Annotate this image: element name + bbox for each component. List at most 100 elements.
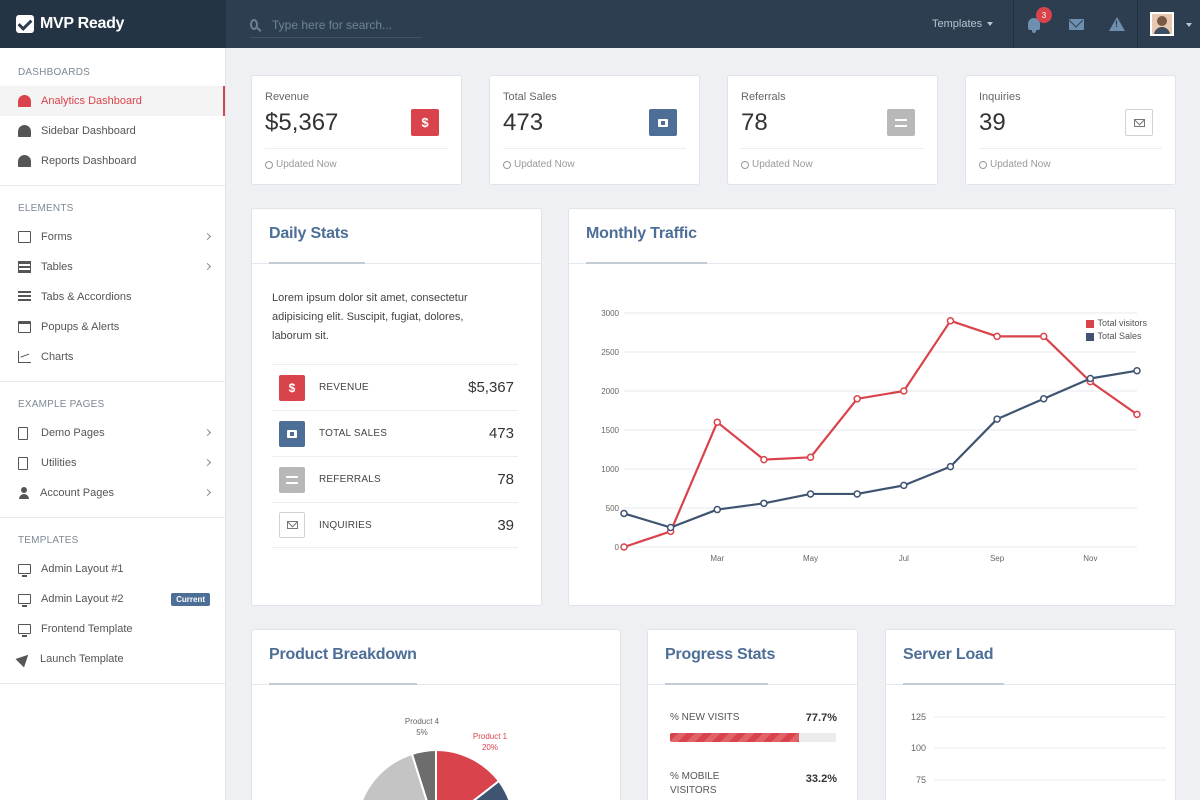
data-point	[993, 415, 1001, 423]
sidebar-item-label: Account Pages	[40, 487, 114, 499]
user-avatar[interactable]	[1150, 12, 1174, 36]
section-divider	[0, 185, 225, 186]
sidebar-item-forms[interactable]: Forms	[0, 222, 225, 252]
sidebar-item-label: Charts	[41, 351, 74, 363]
calendar-icon	[18, 321, 31, 333]
kpi-label: Total Sales	[503, 91, 557, 103]
section-title-example-pages: Example Pages	[18, 399, 105, 410]
search-icon[interactable]	[250, 19, 258, 30]
stat-row-total-sales: TOTAL SALES 473	[272, 410, 518, 456]
clock-icon	[741, 160, 749, 169]
sidebar-item-account-pages[interactable]: Account Pages	[0, 478, 225, 508]
sidebar-item-charts[interactable]: Charts	[0, 342, 225, 372]
brand-name: MVP Ready	[40, 15, 125, 32]
sidebar-item-sidebar-dashboard[interactable]: Sidebar Dashboard	[0, 116, 225, 146]
sidebar-item-demo-pages[interactable]: Demo Pages	[0, 418, 225, 448]
product-breakdown-card: Product Breakdown Product 4 5% Product 1…	[251, 629, 621, 800]
sidebar-item-label: Utilities	[41, 457, 77, 469]
x-tick-label: Nov	[1083, 554, 1097, 563]
divider	[979, 148, 1162, 149]
rocket-icon	[15, 650, 33, 668]
data-point	[713, 505, 722, 514]
envelope-icon	[1125, 109, 1153, 136]
alerts-button[interactable]	[1107, 14, 1127, 34]
stat-row-revenue: $ REVENUE $5,367	[272, 364, 518, 410]
divider	[265, 148, 448, 149]
chevron-right-icon	[203, 488, 212, 497]
sidebar-item-label: Reports Dashboard	[41, 155, 137, 167]
sidebar-item-admin-layout-1[interactable]: Admin Layout #1	[0, 554, 225, 584]
box-icon	[649, 109, 677, 136]
messages-button[interactable]	[1066, 14, 1086, 34]
title-accent	[269, 262, 365, 264]
file-icon	[18, 456, 28, 470]
daily-stats-description: Lorem ipsum dolor sit amet, consectetur …	[272, 292, 468, 342]
brand-logo[interactable]: MVP Ready	[0, 0, 226, 48]
current-badge: Current	[171, 593, 210, 606]
server-load-card: Server Load 125 100 75	[885, 629, 1176, 800]
progress-stats-card: Progress Stats % New Visits 77.7% % Mobi…	[647, 629, 858, 800]
kpi-value: 39	[979, 109, 1006, 136]
divider	[1137, 0, 1138, 48]
card-title: Monthly Traffic	[586, 225, 697, 242]
sidebar-item-admin-layout-2[interactable]: Admin Layout #2 Current	[0, 584, 225, 614]
pie-label-product-1-pct: 20%	[482, 743, 498, 752]
data-point	[1039, 395, 1048, 403]
progress-fill	[670, 733, 799, 742]
divider	[503, 148, 686, 149]
search-bar	[250, 12, 422, 38]
section-title-elements: Elements	[18, 203, 74, 214]
kpi-updated: Updated Now	[503, 159, 575, 170]
y-tick-label: 125	[911, 712, 926, 722]
kpi-updated: Updated Now	[741, 159, 813, 170]
sidebar-item-analytics-dashboard[interactable]: Analytics Dashboard	[0, 86, 225, 116]
kpi-card-inquiries: Inquiries 39 Updated Now	[965, 75, 1176, 185]
user-icon	[18, 487, 30, 499]
sidebar-item-tables[interactable]: Tables	[0, 252, 225, 282]
x-tick-label: Mar	[710, 554, 724, 563]
chevron-right-icon	[203, 232, 212, 241]
sidebar-item-label: Admin Layout #2	[41, 593, 124, 605]
series-line-total-visitors	[623, 319, 1138, 549]
sidebar-item-tabs-accordions[interactable]: Tabs & Accordions	[0, 282, 225, 312]
data-point	[1039, 332, 1048, 341]
sidebar: Dashboards Analytics Dashboard Sidebar D…	[0, 48, 226, 800]
y-tick-label: 100	[911, 743, 926, 753]
sidebar-item-reports-dashboard[interactable]: Reports Dashboard	[0, 146, 225, 176]
x-tick-label: May	[803, 554, 818, 563]
data-point	[946, 317, 955, 325]
data-point	[993, 332, 1001, 341]
sidebar-item-frontend-template[interactable]: Frontend Template	[0, 614, 225, 644]
sidebar-item-label: Admin Layout #1	[41, 563, 124, 575]
kpi-label: Inquiries	[979, 91, 1021, 103]
stat-value: 78	[497, 471, 514, 488]
clock-icon	[979, 160, 987, 169]
sidebar-item-utilities[interactable]: Utilities	[0, 448, 225, 478]
section-divider	[0, 683, 225, 684]
notifications-button[interactable]	[1024, 14, 1044, 34]
kpi-card-revenue: Revenue $5,367 $ Updated Now	[251, 75, 462, 185]
stat-row-inquiries: INQUIRIES 39	[272, 502, 518, 548]
exchange-icon	[887, 109, 915, 136]
bars-icon	[18, 291, 31, 303]
sidebar-item-popups-alerts[interactable]: Popups & Alerts	[0, 312, 225, 342]
sidebar-item-launch-template[interactable]: Launch Template	[0, 644, 225, 674]
search-input[interactable]	[272, 17, 422, 32]
caret-down-icon	[987, 22, 994, 26]
chevron-right-icon	[203, 428, 212, 437]
kpi-updated: Updated Now	[979, 159, 1051, 170]
checkbox-logo-icon	[16, 15, 34, 33]
data-point	[713, 418, 722, 426]
progress-label: % New Visits	[670, 712, 740, 723]
chevron-right-icon	[203, 458, 212, 467]
templates-dropdown[interactable]: Templates	[932, 18, 994, 30]
y-tick-label: 3000	[601, 309, 619, 318]
sidebar-item-label: Tables	[41, 261, 73, 273]
divider	[569, 263, 1175, 264]
box-icon	[279, 420, 305, 447]
x-tick-label: Jul	[899, 554, 909, 563]
x-tick-label: Sep	[990, 554, 1005, 563]
notification-badge: 3	[1036, 7, 1052, 23]
caret-down-icon[interactable]	[1186, 23, 1192, 27]
monthly-traffic-chart: 0 500 1000 1500 2000 2500 3000 Mar May Jul Sep Nov	[601, 309, 1141, 563]
